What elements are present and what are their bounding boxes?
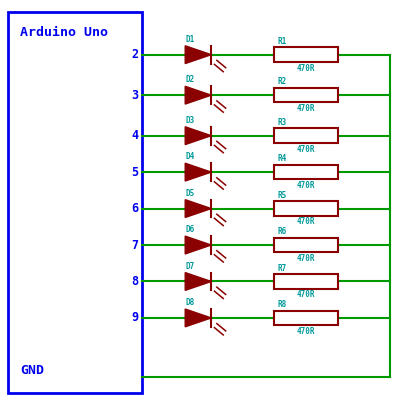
Bar	[274, 128, 338, 143]
Text: R2: R2	[278, 77, 287, 86]
Polygon shape	[185, 46, 211, 64]
Text: 470R: 470R	[297, 217, 315, 226]
Text: 470R: 470R	[297, 104, 315, 113]
Text: R6: R6	[278, 227, 287, 236]
Bar	[274, 274, 338, 289]
Bar	[8, 12, 142, 393]
Text: 5: 5	[131, 166, 138, 179]
Bar	[274, 201, 338, 216]
Text: D2: D2	[185, 75, 194, 84]
Bar	[274, 47, 338, 62]
Text: 2: 2	[131, 48, 138, 61]
Text: R4: R4	[278, 154, 287, 163]
Text: R8: R8	[278, 300, 287, 309]
Text: 470R: 470R	[297, 64, 315, 72]
Text: D8: D8	[185, 298, 194, 307]
Text: 3: 3	[131, 89, 138, 102]
Text: 6: 6	[131, 202, 138, 215]
Text: 470R: 470R	[297, 145, 315, 153]
Text: D5: D5	[185, 189, 194, 198]
Polygon shape	[185, 309, 211, 327]
Bar	[274, 238, 338, 252]
Polygon shape	[185, 200, 211, 217]
Text: R5: R5	[278, 191, 287, 200]
Text: 9: 9	[131, 311, 138, 324]
Text: D3: D3	[185, 116, 194, 125]
Text: R7: R7	[278, 264, 287, 273]
Polygon shape	[185, 273, 211, 290]
Polygon shape	[185, 163, 211, 181]
Bar	[274, 165, 338, 179]
Polygon shape	[185, 86, 211, 104]
Text: GND: GND	[20, 364, 44, 377]
Bar	[274, 88, 338, 102]
Text: 7: 7	[131, 239, 138, 252]
Text: 470R: 470R	[297, 290, 315, 299]
Text: D4: D4	[185, 152, 194, 161]
Text: D6: D6	[185, 225, 194, 234]
Text: 470R: 470R	[297, 254, 315, 263]
Text: R3: R3	[278, 118, 287, 127]
Bar	[274, 311, 338, 325]
Text: Arduino Uno: Arduino Uno	[20, 26, 108, 39]
Text: 8: 8	[131, 275, 138, 288]
Text: 4: 4	[131, 129, 138, 142]
Text: 470R: 470R	[297, 181, 315, 190]
Text: D1: D1	[185, 35, 194, 44]
Polygon shape	[185, 127, 211, 145]
Text: 470R: 470R	[297, 327, 315, 336]
Text: D7: D7	[185, 262, 194, 271]
Polygon shape	[185, 236, 211, 254]
Text: R1: R1	[278, 37, 287, 46]
